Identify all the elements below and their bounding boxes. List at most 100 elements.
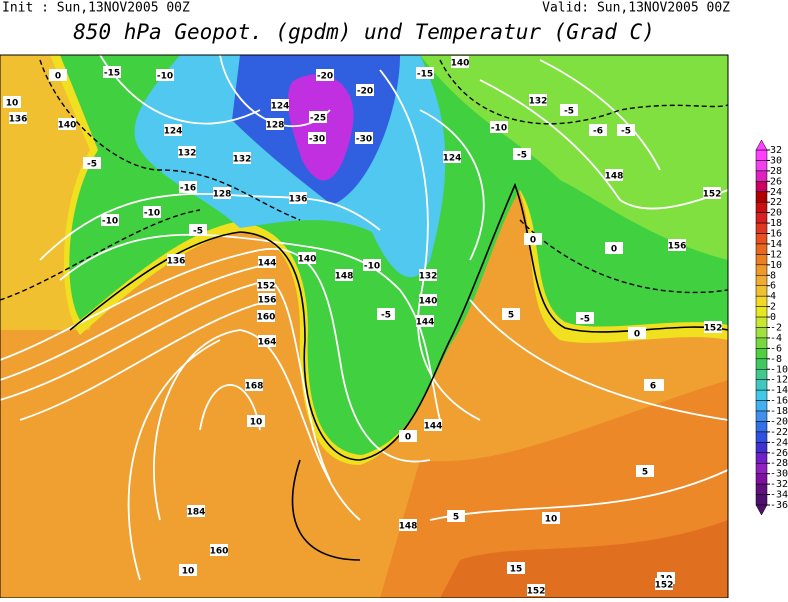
zero-line — [69, 182, 728, 561]
colorbar-band — [755, 452, 768, 464]
label-box — [258, 256, 276, 268]
contour-label: -20 — [317, 72, 333, 82]
contour-label: 136 — [9, 115, 28, 125]
colorbar-label: 16 — [770, 229, 782, 240]
contour-label: 10 — [250, 418, 263, 428]
label-box — [257, 310, 275, 322]
label-box — [143, 206, 161, 218]
colorbar-band — [755, 421, 768, 433]
label-box — [164, 124, 182, 136]
label-box — [451, 56, 469, 68]
label-box — [355, 132, 373, 144]
contour-label: 144 — [416, 318, 435, 328]
label-box — [527, 584, 545, 596]
colorbar-band — [755, 410, 768, 422]
colorbar-band — [755, 473, 768, 485]
colorbar-band — [755, 233, 768, 245]
contour-label: -15 — [417, 70, 433, 80]
colorbar-label: 10 — [770, 260, 782, 271]
contour-label: 0 — [634, 330, 640, 340]
colorbar-band — [755, 379, 768, 391]
colorbar-band — [755, 254, 768, 266]
colorbar-band — [755, 306, 768, 318]
colorbar-band — [755, 483, 768, 495]
colorbar-label: 26 — [770, 176, 782, 187]
colorbar-band — [755, 358, 768, 370]
colorbar-label: 0 — [770, 312, 776, 323]
colorbar-band — [755, 295, 768, 307]
colorbar-arrow — [755, 139, 768, 151]
colorbar-label: -20 — [770, 416, 788, 427]
contour-labels: 0 -15 -10 -20 -20 -15 140 10 136 140 124 -5 132 128 12… — [3, 56, 722, 597]
colorbar-label: 2 — [770, 302, 776, 313]
colorbar-label: 12 — [770, 249, 782, 260]
label-box — [266, 118, 284, 130]
label-box — [377, 308, 395, 320]
contour-label: 10 — [182, 567, 195, 577]
label-box — [644, 379, 662, 391]
label-box — [703, 187, 721, 199]
label-box — [247, 415, 265, 427]
contour-label: 140 — [298, 255, 317, 265]
contour-label: -5 — [621, 127, 631, 137]
label-box — [668, 239, 686, 251]
contour-label: 164 — [258, 338, 277, 348]
contour-label: 148 — [605, 172, 624, 182]
colorbar-label: -30 — [770, 469, 788, 480]
label-box — [513, 148, 531, 160]
colorbar-band — [755, 462, 768, 474]
label-box — [589, 124, 607, 136]
contour-label: 144 — [424, 422, 443, 432]
colorbar-label: 6 — [770, 281, 776, 292]
label-box — [289, 192, 307, 204]
colorbar-label: -10 — [770, 364, 788, 375]
contour-label: 5 — [453, 513, 459, 523]
colorbar-band — [755, 264, 768, 276]
label-box — [419, 294, 437, 306]
contour-label: 156 — [668, 242, 687, 252]
colorbar-band — [755, 316, 768, 328]
colorbar-label: 18 — [770, 218, 782, 229]
contour-label: -5 — [580, 315, 590, 325]
colorbar-band — [755, 400, 768, 412]
colorbar-band — [755, 348, 768, 360]
contour-label: 10 — [545, 515, 558, 525]
colorbar-arrow — [755, 504, 768, 516]
colorbar-band — [755, 369, 768, 380]
colorbar-band — [755, 160, 768, 172]
label-box — [187, 505, 205, 517]
label-box — [655, 578, 673, 590]
label-box — [189, 224, 207, 236]
map-title: 850 hPa Geopot. (gpdm) und Temperatur (G… — [73, 20, 655, 44]
colorbar-label: 8 — [770, 270, 776, 281]
contour-label: 148 — [399, 522, 418, 532]
contour-label: 6 — [650, 382, 656, 392]
colorbar-label: -14 — [770, 385, 788, 396]
label-box — [335, 269, 353, 281]
contour-label: 136 — [167, 257, 186, 267]
label-box — [363, 259, 381, 271]
contour-label: 160 — [257, 313, 276, 323]
contour-label: 0 — [530, 236, 536, 246]
contour-label: -5 — [193, 227, 203, 237]
contour-label: 144 — [258, 259, 277, 269]
colorbar-label: -12 — [770, 375, 788, 386]
contour-label: 152 — [703, 190, 722, 200]
colorbar-band — [755, 442, 768, 454]
contour-label: 0 — [405, 433, 411, 443]
contour-label: 128 — [213, 190, 232, 200]
label-box — [704, 321, 722, 333]
contour-label: -5 — [517, 151, 527, 161]
label-box — [399, 430, 417, 442]
colorbar-band — [755, 222, 768, 234]
label-box — [9, 112, 27, 124]
label-box — [628, 327, 646, 339]
label-box — [179, 181, 197, 193]
contour-label: 168 — [245, 382, 264, 392]
label-box — [524, 233, 542, 245]
colorbar-label: 24 — [770, 187, 782, 198]
label-box — [298, 252, 316, 264]
label-box — [416, 315, 434, 327]
contour-label: 152 — [655, 581, 674, 591]
colorbar-label: -16 — [770, 396, 788, 407]
